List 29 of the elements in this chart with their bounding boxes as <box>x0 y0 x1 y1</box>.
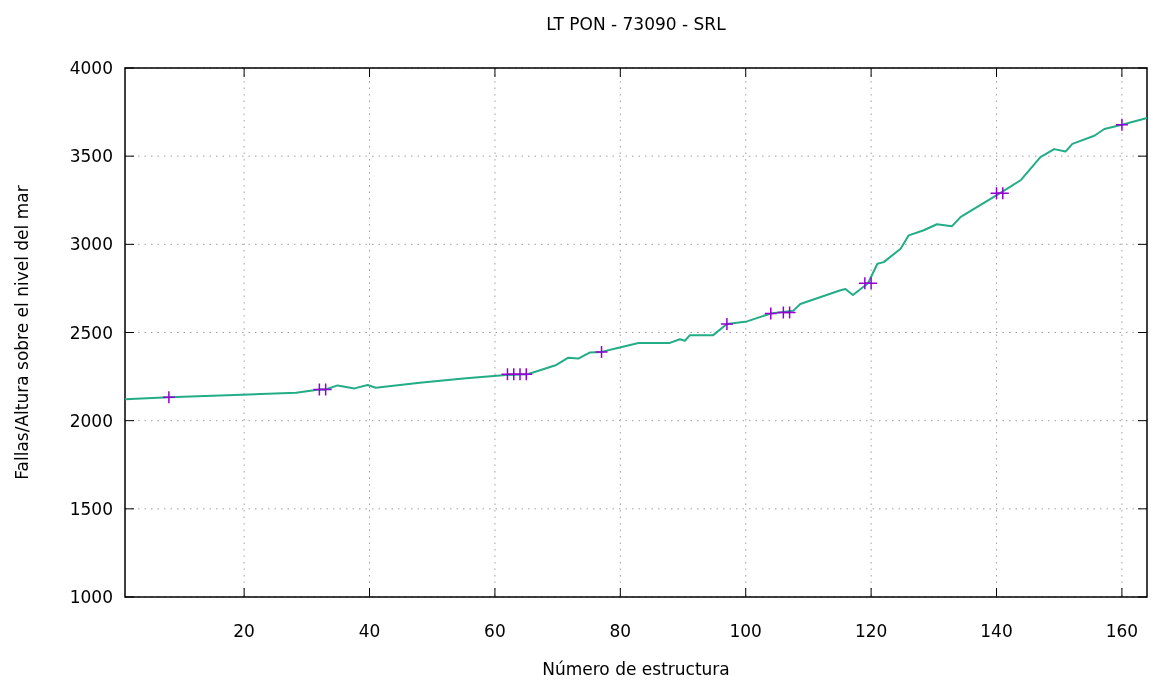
line-series <box>124 117 1148 401</box>
y-tick-label: 2000 <box>69 410 113 431</box>
x-tick-label: 80 <box>609 621 632 641</box>
y-tick-label: 1000 <box>69 587 113 607</box>
x-tick-label: 40 <box>358 621 381 641</box>
x-tick-label: 20 <box>233 621 255 641</box>
y-tick-label: 3500 <box>69 146 113 167</box>
point <box>864 276 878 291</box>
chart-title: LT PON - 73090 - SRL <box>546 14 727 34</box>
x-tick-label: 120 <box>854 621 888 641</box>
y-axis-title: Fallas/Altura sobre el nivel del mar <box>12 185 32 480</box>
y-tick-label: 4000 <box>69 58 113 78</box>
point <box>996 186 1010 201</box>
y-tick-label: 1500 <box>69 498 113 519</box>
point <box>519 367 534 382</box>
x-tick-label: 60 <box>484 621 506 641</box>
point <box>594 345 609 359</box>
point <box>764 306 778 321</box>
x-axis-title: Número de estructura <box>542 659 730 679</box>
point <box>1115 118 1129 132</box>
x-tick-label: 100 <box>729 621 762 641</box>
y-tick-label: 3000 <box>69 234 113 255</box>
point <box>782 305 797 320</box>
point <box>162 390 176 404</box>
x-tick-label: 160 <box>1105 621 1139 641</box>
x-tick-label: 140 <box>980 621 1013 641</box>
point <box>318 382 333 397</box>
point <box>720 317 734 331</box>
y-tick-label: 2500 <box>69 322 113 343</box>
